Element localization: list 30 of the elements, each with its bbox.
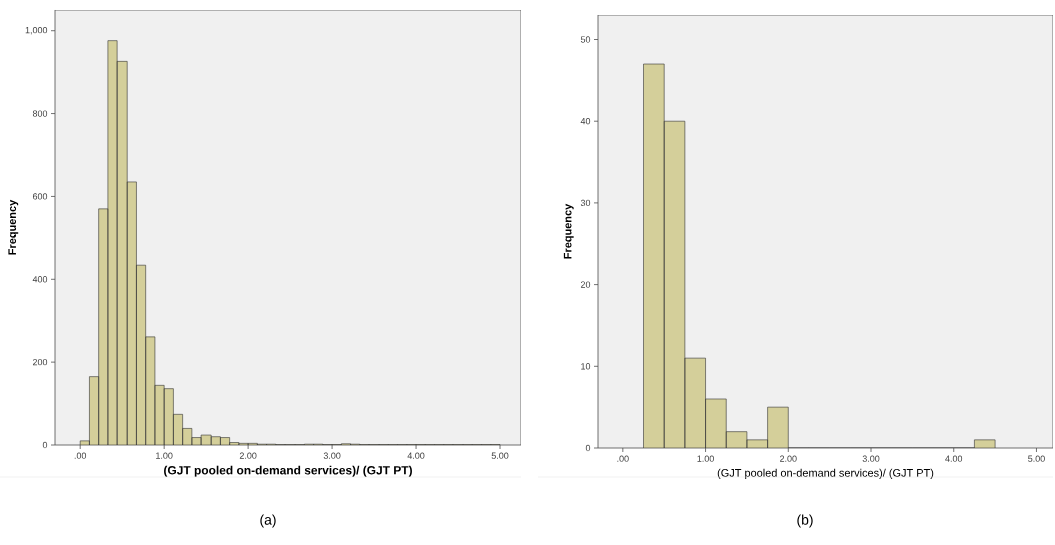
y-tick-label: 10 bbox=[581, 363, 591, 370]
x-tick-label: 2.00 bbox=[780, 455, 797, 462]
y-tick-label: 20 bbox=[580, 281, 591, 288]
x-tick-label: 4.00 bbox=[407, 452, 425, 459]
x-tick-label: 4.00 bbox=[945, 455, 963, 462]
y-tick-label: 0 bbox=[585, 444, 591, 452]
x-tick-label: 2.00 bbox=[239, 452, 257, 459]
y-axis-title: Frequency bbox=[8, 199, 19, 255]
y-tick-label: 400 bbox=[32, 276, 48, 283]
x-tick-label: 5.00 bbox=[1028, 455, 1045, 462]
y-tick-label: 1,000 bbox=[25, 27, 48, 35]
x-tick-label: 5.00 bbox=[491, 452, 509, 459]
x-tick-label: 3.00 bbox=[323, 452, 341, 459]
y-tick-label: 800 bbox=[32, 110, 48, 117]
x-axis-title: (GJT pooled on-demand services)/ (GJT PT) bbox=[717, 468, 934, 479]
y-tick-label: 0 bbox=[42, 441, 48, 449]
x-tick-label: .00 bbox=[74, 452, 87, 459]
y-axis-title: Frequency bbox=[563, 203, 574, 259]
y-tick-label: 600 bbox=[32, 193, 48, 200]
x-tick-label: 1.00 bbox=[697, 455, 714, 462]
x-tick-label: .00 bbox=[617, 455, 629, 462]
x-axis-title: (GJT pooled on-demand services)/ (GJT PT) bbox=[164, 465, 412, 477]
x-tick-label: 1.00 bbox=[156, 452, 173, 459]
x-tick-label: 3.00 bbox=[862, 455, 880, 462]
y-tick-label: 200 bbox=[32, 358, 48, 366]
y-tick-label: 30 bbox=[580, 199, 591, 207]
y-tick-label: 50 bbox=[580, 36, 591, 43]
text: (a) bbox=[260, 514, 276, 528]
text: (b) bbox=[797, 514, 813, 528]
y-tick-label: 40 bbox=[580, 118, 591, 125]
